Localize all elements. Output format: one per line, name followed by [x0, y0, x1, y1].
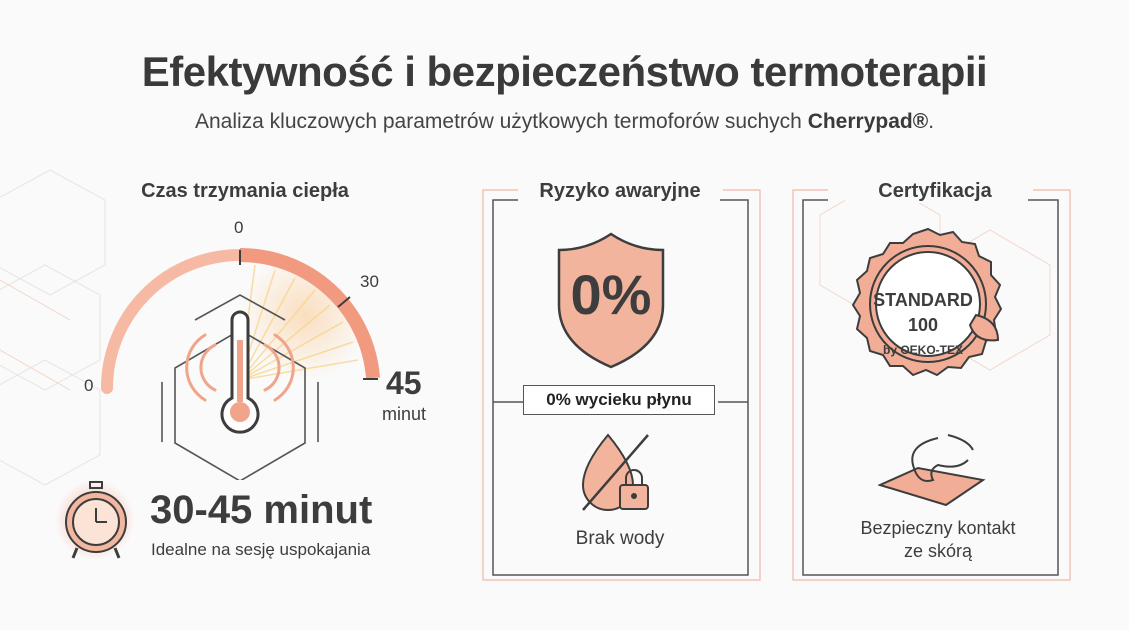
gauge-label-mid: 30: [360, 272, 379, 291]
seal-line1: STANDARD: [873, 290, 973, 310]
shield-value: 0%: [570, 263, 652, 326]
certificate-seal-icon: [851, 227, 1003, 377]
gauge-value: 45: [386, 365, 422, 401]
leaf-icon: [968, 313, 1000, 342]
gauge-label-start: 0: [84, 376, 94, 395]
gauge-label-top: 0: [234, 218, 244, 237]
page-subtitle: Analiza kluczowych parametrów użytkowych…: [0, 110, 1129, 134]
heat-summary-value: 30-45 minut: [150, 488, 373, 532]
subtitle-suffix: .: [928, 110, 935, 133]
certification-frame: [792, 189, 1071, 581]
heat-summary-caption: Idealne na sesję uspokajania: [151, 540, 371, 559]
heat-gauge: [101, 247, 380, 480]
subtitle-text: Analiza kluczowych parametrów użytkowych…: [194, 110, 808, 133]
skin-contact-caption-1: Bezpieczny kontakt: [860, 518, 1016, 538]
failure-risk-title: Ryzyko awaryjne: [520, 180, 720, 203]
brand-name: Cherrypad®: [807, 110, 929, 133]
no-water-caption: Brak wody: [575, 528, 665, 549]
alarm-clock-icon: [55, 480, 135, 560]
failure-risk-frame: [482, 189, 761, 581]
thermometer-icon: [185, 310, 295, 434]
shield-icon: [557, 232, 665, 369]
seal-line2: 100: [907, 315, 939, 335]
hand-touch-icon: [878, 434, 986, 507]
skin-contact-caption-2: ze skórą: [903, 541, 973, 561]
heat-retention-title: Czas trzymania ciepła: [141, 180, 349, 202]
seal-line3: by OEKO-TEX: [882, 343, 963, 357]
certification-title: Certyfikacja: [845, 180, 1025, 203]
leak-badge: 0% wycieku płynu: [523, 385, 715, 415]
page-title: Efektywność i bezpieczeństwo termoterapi…: [141, 48, 988, 95]
gauge-unit: minut: [382, 404, 427, 424]
no-water-drop-lock-icon: [581, 433, 649, 511]
